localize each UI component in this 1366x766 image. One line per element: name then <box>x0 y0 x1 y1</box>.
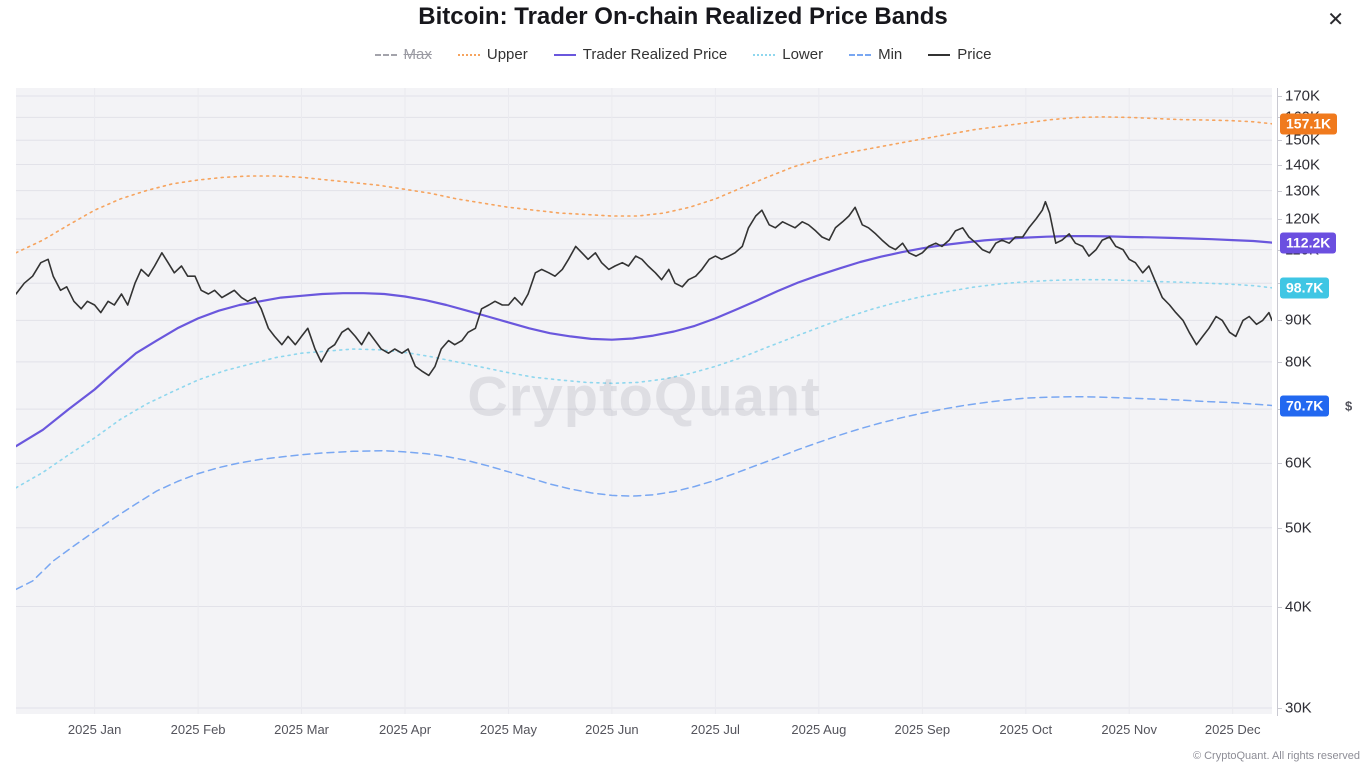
x-tick-label: 2025 Sep <box>894 722 951 737</box>
y-tick-mark <box>1277 409 1282 411</box>
legend-swatch-lower <box>753 53 776 56</box>
legend-item-lower[interactable]: Lower <box>753 46 823 63</box>
y-axis-line <box>1277 88 1278 716</box>
x-tick-label: 2025 Jan <box>67 722 122 737</box>
legend-label: Lower <box>782 46 824 63</box>
last-value-badge-upper: 157.1K <box>1280 113 1338 135</box>
last-value-badge-min: 70.7K <box>1280 395 1330 417</box>
y-tick-label: 130K <box>1285 182 1321 200</box>
copyright-notice: © CryptoQuant. All rights reserved <box>1192 750 1360 762</box>
x-tick-label: 2025 May <box>479 722 537 737</box>
legend-swatch-min <box>849 53 872 56</box>
y-tick-mark <box>1277 283 1282 285</box>
y-tick-label: 40K <box>1285 598 1312 615</box>
series-line-trader-realized-price <box>16 235 1272 448</box>
legend-label: Min <box>878 46 903 63</box>
y-tick-mark <box>1277 96 1282 97</box>
x-tick-label: 2025 Dec <box>1204 722 1261 737</box>
y-tick-label: 60K <box>1285 454 1312 472</box>
x-tick-label: 2025 Jun <box>585 722 639 737</box>
chart-plot-area[interactable]: CryptoQuant <box>16 88 1272 714</box>
x-tick-label: 2025 Nov <box>1101 722 1158 737</box>
y-tick-mark <box>1277 249 1282 251</box>
y-tick-mark <box>1277 218 1282 220</box>
y-tick-mark <box>1277 164 1282 166</box>
x-tick-label: 2025 Apr <box>378 722 432 737</box>
currency-axis-icon[interactable]: $ <box>1345 398 1353 414</box>
close-icon[interactable]: ✕ <box>1327 9 1344 31</box>
y-tick-mark <box>1277 606 1282 608</box>
x-tick-label: 2025 Aug <box>791 722 847 737</box>
y-tick-label: 30K <box>1285 699 1312 717</box>
series-line-price <box>16 200 1272 377</box>
y-tick-mark <box>1277 140 1282 142</box>
x-tick-label: 2025 Mar <box>274 722 330 737</box>
legend-swatch-upper <box>457 53 480 56</box>
legend-label: Max <box>403 46 432 63</box>
y-tick-mark <box>1277 708 1282 709</box>
series-line-min <box>16 395 1272 591</box>
last-value-badge-trader-realized-price: 112.2K <box>1280 232 1337 254</box>
legend-swatch-max <box>374 53 397 56</box>
legend-swatch-price <box>928 53 951 56</box>
y-tick-label: 170K <box>1285 87 1321 105</box>
legend-item-price[interactable]: Price <box>928 46 991 63</box>
y-tick-label: 50K <box>1285 519 1312 537</box>
legend-item-trader-realized-price[interactable]: Trader Realized Price <box>553 46 728 63</box>
y-tick-mark <box>1277 190 1282 192</box>
y-tick-label: 140K <box>1285 156 1321 173</box>
legend-item-min[interactable]: Min <box>849 46 902 63</box>
y-tick-mark <box>1277 117 1282 119</box>
y-tick-label: 150K <box>1285 131 1321 149</box>
x-tick-label: 2025 Jul <box>690 722 740 737</box>
y-tick-mark <box>1277 361 1282 363</box>
x-tick-label: 2025 Feb <box>170 722 226 737</box>
legend-label: Price <box>957 46 992 63</box>
y-tick-label: 90K <box>1285 311 1312 329</box>
x-axis: 2025 Jan 2025 Feb 2025 Mar 2025 Apr 2025 May… <box>16 722 1272 740</box>
y-tick-label: 120K <box>1285 210 1321 228</box>
chart-svg <box>16 88 1272 714</box>
legend-label: Trader Realized Price <box>582 46 728 63</box>
legend-item-max[interactable]: Max <box>374 46 432 63</box>
y-tick-mark <box>1277 527 1282 529</box>
legend-swatch-trader-realized-price <box>553 53 576 56</box>
y-tick-mark <box>1277 463 1282 465</box>
y-tick-label: 80K <box>1285 353 1312 371</box>
page-title: Bitcoin: Trader On-chain Realized Price … <box>418 3 948 30</box>
y-axis: $ 170K160K150K140K130K120K110K100K90K80K… <box>1272 88 1366 728</box>
series-line-lower <box>16 278 1272 489</box>
legend-item-upper[interactable]: Upper <box>457 46 528 63</box>
series-line-upper <box>16 116 1272 254</box>
y-tick-mark <box>1277 320 1282 322</box>
legend-label: Upper <box>486 46 528 63</box>
last-value-badge-lower: 98.7K <box>1280 277 1330 299</box>
chart-legend: Max Upper Trader Realized Price Lower Min Pri… <box>0 46 1366 63</box>
x-tick-label: 2025 Oct <box>999 722 1053 737</box>
